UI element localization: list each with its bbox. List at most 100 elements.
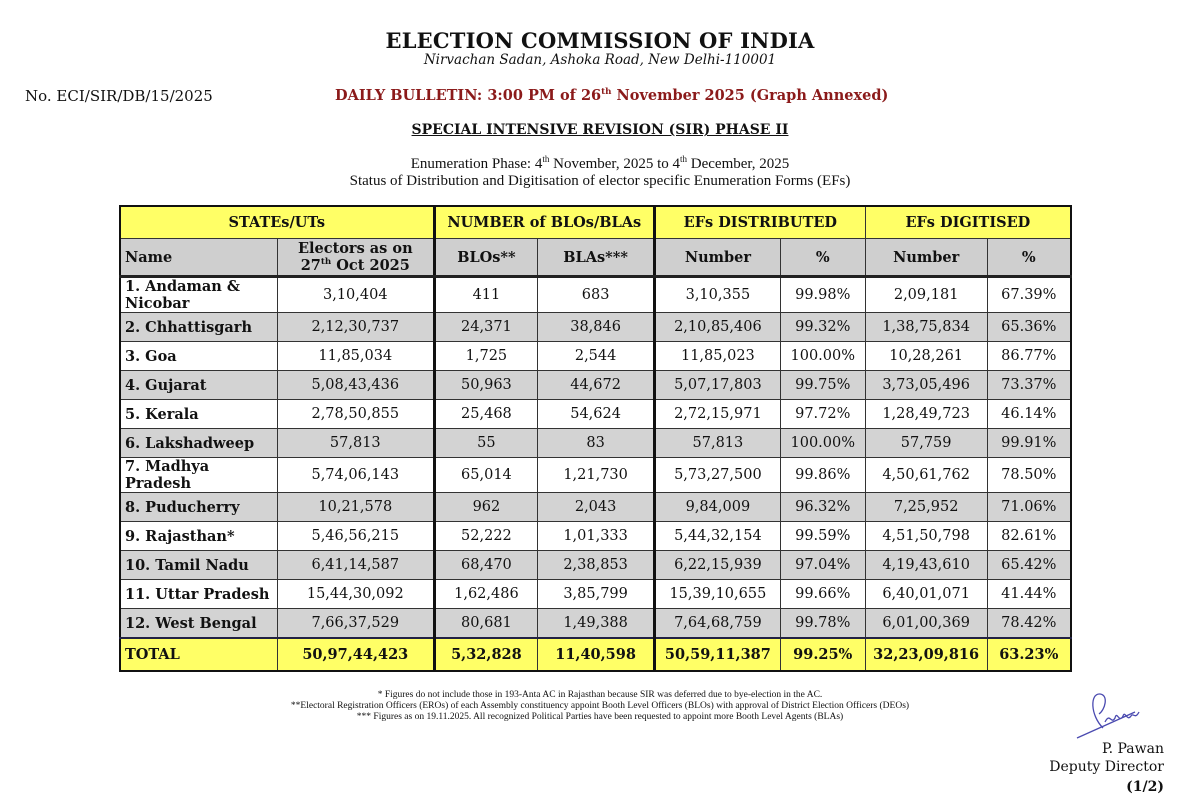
cell-electors: 2,78,50,855: [277, 399, 435, 429]
cell-dig-pct: 65.42%: [986, 550, 1072, 580]
col-electors-line2: 27: [300, 257, 321, 274]
cell-dig: 4,50,61,762: [864, 457, 988, 493]
bulletin-sup: th: [601, 87, 612, 98]
cell-name: 10. Tamil Nadu: [119, 550, 279, 580]
col-electors-line1: Electors as on: [297, 240, 413, 257]
cell-dig: 3,73,05,496: [864, 370, 988, 400]
cell-dist: 5,07,17,803: [652, 370, 781, 400]
cell-blas: 2,544: [537, 341, 655, 371]
page-number: (1/2): [1126, 779, 1164, 795]
cell-name: 2. Chhattisgarh: [119, 312, 279, 342]
col-blas: BLAs***: [537, 238, 655, 278]
cell-blos: 65,014: [432, 457, 539, 493]
footnote-1: * Figures do not include those in 193-An…: [377, 690, 823, 700]
cell-blos: 68,470: [432, 550, 539, 580]
subject-text: SPECIAL INTENSIVE REVISION (SIR) PHASE I…: [411, 122, 789, 138]
cell-name: 6. Lakshadweep: [119, 428, 279, 458]
cell-name: 5. Kerala: [119, 399, 279, 429]
cell-blas: 38,846: [537, 312, 655, 342]
cell-name: TOTAL: [119, 637, 279, 672]
table-row: 12. West Bengal 7,66,37,529 80,681 1,49,388…: [119, 608, 1072, 639]
cell-blas: 1,49,388: [537, 608, 655, 639]
cell-dist-pct: 99.86%: [779, 457, 866, 493]
status-line: Status of Distribution and Digitisation …: [349, 173, 851, 189]
table-row: 3. Goa 11,85,034 1,725 2,544 11,85,023 100.00…: [119, 341, 1072, 371]
cell-dig: 6,40,01,071: [864, 579, 988, 609]
bulletin-text: DAILY BULLETIN: 3:00 PM of 26: [335, 87, 602, 104]
cell-blas: 1,21,730: [537, 457, 655, 493]
cell-dist: 50,59,11,387: [652, 637, 781, 672]
cell-blas: 83: [537, 428, 655, 458]
cell-blos: 411: [432, 276, 539, 313]
group-header-row: STATEs/UTs NUMBER of BLOs/BLAs EFs DISTR…: [119, 205, 1072, 239]
col-dist-pct: %: [779, 238, 866, 278]
cell-dist-pct: 99.59%: [779, 521, 866, 551]
cell-electors: 6,41,14,587: [277, 550, 435, 580]
cell-dist: 11,85,023: [652, 341, 781, 371]
col-electors: Electors as on 27th Oct 2025: [277, 238, 435, 278]
cell-electors: 3,10,404: [277, 276, 435, 313]
cell-dist-pct: 97.04%: [779, 550, 866, 580]
cell-name: 7. Madhya Pradesh: [119, 457, 279, 493]
col-electors-line2-end: Oct 2025: [331, 257, 410, 274]
cell-dist: 3,10,355: [652, 276, 781, 313]
cell-dig: 1,28,49,723: [864, 399, 988, 429]
cell-name: 3. Goa: [119, 341, 279, 371]
table-row: 6. Lakshadweep 57,813 55 83 57,813 100.00% 57,…: [119, 428, 1072, 458]
column-header-row: Name Electors as on 27th Oct 2025 BLOs** …: [119, 238, 1072, 278]
page-title: ELECTION COMMISSION OF INDIA: [385, 28, 815, 53]
cell-blas: 2,38,853: [537, 550, 655, 580]
cell-blos: 80,681: [432, 608, 539, 639]
enum-sup: th: [542, 154, 550, 164]
table-row: 9. Rajasthan* 5,46,56,215 52,222 1,01,333 5,…: [119, 521, 1072, 551]
cell-blas: 2,043: [537, 492, 655, 522]
cell-dig: 4,51,50,798: [864, 521, 988, 551]
cell-electors: 11,85,034: [277, 341, 435, 371]
cell-electors: 5,74,06,143: [277, 457, 435, 493]
table-row: 4. Gujarat 5,08,43,436 50,963 44,672 5,07,17…: [119, 370, 1072, 400]
cell-dist-pct: 97.72%: [779, 399, 866, 429]
cell-dig-pct: 82.61%: [986, 521, 1072, 551]
cell-dist-pct: 99.66%: [779, 579, 866, 609]
cell-electors: 2,12,30,737: [277, 312, 435, 342]
cell-dig: 2,09,181: [864, 276, 988, 313]
cell-dist: 15,39,10,655: [652, 579, 781, 609]
cell-electors: 7,66,37,529: [277, 608, 435, 639]
col-electors-sup: th: [320, 257, 332, 268]
cell-dig-pct: 99.91%: [986, 428, 1072, 458]
cell-electors: 10,21,578: [277, 492, 435, 522]
cell-blos: 5,32,828: [432, 637, 539, 672]
cell-dig: 10,28,261: [864, 341, 988, 371]
cell-dist-pct: 96.32%: [779, 492, 866, 522]
cell-blas: 54,624: [537, 399, 655, 429]
footnote-3: *** Figures as on 19.11.2025. All recogn…: [356, 712, 844, 722]
cell-electors: 5,08,43,436: [277, 370, 435, 400]
total-row: TOTAL 50,97,44,423 5,32,828 11,40,598 50,59,…: [119, 637, 1072, 672]
col-dist-number: Number: [652, 238, 781, 278]
cell-dig: 1,38,75,834: [864, 312, 988, 342]
footnote-2: **Electoral Registration Officers (EROs)…: [290, 701, 910, 711]
cell-blos: 55: [432, 428, 539, 458]
cell-blas: 683: [537, 276, 655, 313]
cell-dig-pct: 71.06%: [986, 492, 1072, 522]
cell-dig: 57,759: [864, 428, 988, 458]
cell-dist-pct: 99.75%: [779, 370, 866, 400]
signatory-name: P. Pawan: [1102, 741, 1164, 757]
table-row: 2. Chhattisgarh 2,12,30,737 24,371 38,846 2,…: [119, 312, 1072, 342]
cell-blos: 52,222: [432, 521, 539, 551]
cell-dig: 4,19,43,610: [864, 550, 988, 580]
cell-dig-pct: 63.23%: [986, 637, 1072, 672]
cell-blas: 3,85,799: [537, 579, 655, 609]
cell-dist: 5,73,27,500: [652, 457, 781, 493]
cell-dist: 9,84,009: [652, 492, 781, 522]
col-dig-number: Number: [864, 238, 988, 278]
table-row: 1. Andaman & Nicobar 3,10,404 411 683 3,10,3…: [119, 276, 1072, 313]
cell-dist-pct: 100.00%: [779, 341, 866, 371]
cell-dist-pct: 99.78%: [779, 608, 866, 639]
cell-blos: 1,62,486: [432, 579, 539, 609]
cell-dig-pct: 73.37%: [986, 370, 1072, 400]
table-row: 8. Puducherry 10,21,578 962 2,043 9,84,009 96…: [119, 492, 1072, 522]
bulletin-text-end: November 2025 (Graph Annexed): [611, 87, 889, 104]
address: Nirvachan Sadan, Ashoka Road, New Delhi-…: [423, 52, 777, 68]
enum-text: Enumeration Phase: 4: [410, 156, 543, 172]
